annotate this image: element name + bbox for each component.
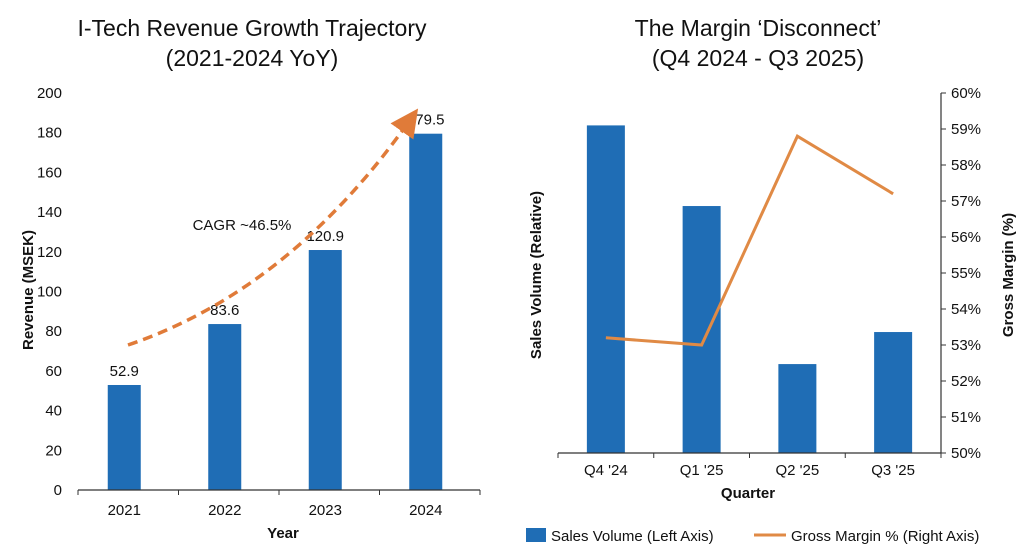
left-y-tick-label: 120 [37,244,62,261]
right-y-tick-label: 57% [951,193,981,210]
left-y-tick-label: 180 [37,125,62,142]
legend-bar-swatch [526,528,546,542]
right-y-tick-label: 51% [951,409,981,426]
left-y-tick-label: 100 [37,284,62,301]
revenue-bar-2023 [308,250,342,490]
revenue-bar-2022 [208,324,242,490]
left-x-tick-label: 2022 [208,502,241,519]
legend: Sales Volume (Left Axis) Gross Margin % … [526,528,979,545]
revenue-value-label: 179.5 [407,112,445,129]
left-y-tick-label: 160 [37,164,62,181]
right-right-y-axis-title: Gross Margin (%) [1000,213,1017,337]
right-x-tick-label: Q2 '25 [776,462,820,479]
right-chart-title-line1: The Margin ‘Disconnect’ [635,15,882,41]
left-x-tick-label: 2023 [309,502,342,519]
right-y-tick-label: 54% [951,301,981,318]
left-y-axis-title: Revenue (MSEK) [20,230,37,350]
revenue-value-label: 120.9 [306,228,344,245]
right-y-tick-label: 58% [951,157,981,174]
legend-line-label: Gross Margin % (Right Axis) [791,528,979,545]
left-x-axis-title: Year [267,525,299,542]
cagr-trend-arrow [127,108,419,347]
sales-volume-bar-3 [874,332,913,453]
right-chart-title-line2: (Q4 2024 - Q3 2025) [652,45,864,71]
left-chart: I-Tech Revenue Growth Trajectory (2021-2… [20,15,481,542]
right-x-tick-label: Q1 '25 [680,462,724,479]
right-x-tick-label: Q3 '25 [871,462,915,479]
revenue-bar-2024 [409,133,443,490]
left-x-tick-label: 2021 [108,502,141,519]
right-y-tick-label: 59% [951,121,981,138]
revenue-bar-2021 [107,384,141,490]
left-y-tick-label: 140 [37,204,62,221]
left-chart-title-line1: I-Tech Revenue Growth Trajectory [78,15,427,41]
right-y-tick-label: 56% [951,229,981,246]
sales-volume-bar-0 [586,125,625,454]
left-chart-title-line2: (2021-2024 YoY) [166,45,339,71]
right-y-tick-label: 50% [951,445,981,462]
right-x-axis-title: Quarter [721,485,775,502]
right-y-tick-label: 55% [951,265,981,282]
revenue-value-label: 52.9 [110,363,139,380]
cagr-annotation: CAGR ~46.5% [193,217,292,234]
left-x-tick-label: 2024 [409,502,442,519]
right-chart: The Margin ‘Disconnect’ (Q4 2024 - Q3 20… [528,15,1017,502]
sales-volume-bar-2 [778,364,817,453]
sales-volume-bar-1 [682,206,721,453]
right-y-tick-label: 52% [951,373,981,390]
revenue-value-label: 83.6 [210,302,239,319]
legend-bar-label: Sales Volume (Left Axis) [551,528,714,545]
left-y-tick-label: 60 [45,363,62,380]
left-y-tick-label: 80 [45,323,62,340]
gross-margin-line [605,134,894,347]
left-y-tick-label: 40 [45,403,62,420]
left-y-tick-label: 20 [45,442,62,459]
left-y-tick-label: 0 [54,482,62,499]
right-y-tick-label: 60% [951,85,981,102]
right-left-y-axis-title: Sales Volume (Relative) [528,191,545,359]
left-y-tick-label: 200 [37,85,62,102]
right-y-tick-label: 53% [951,337,981,354]
right-x-tick-label: Q4 '24 [584,462,628,479]
